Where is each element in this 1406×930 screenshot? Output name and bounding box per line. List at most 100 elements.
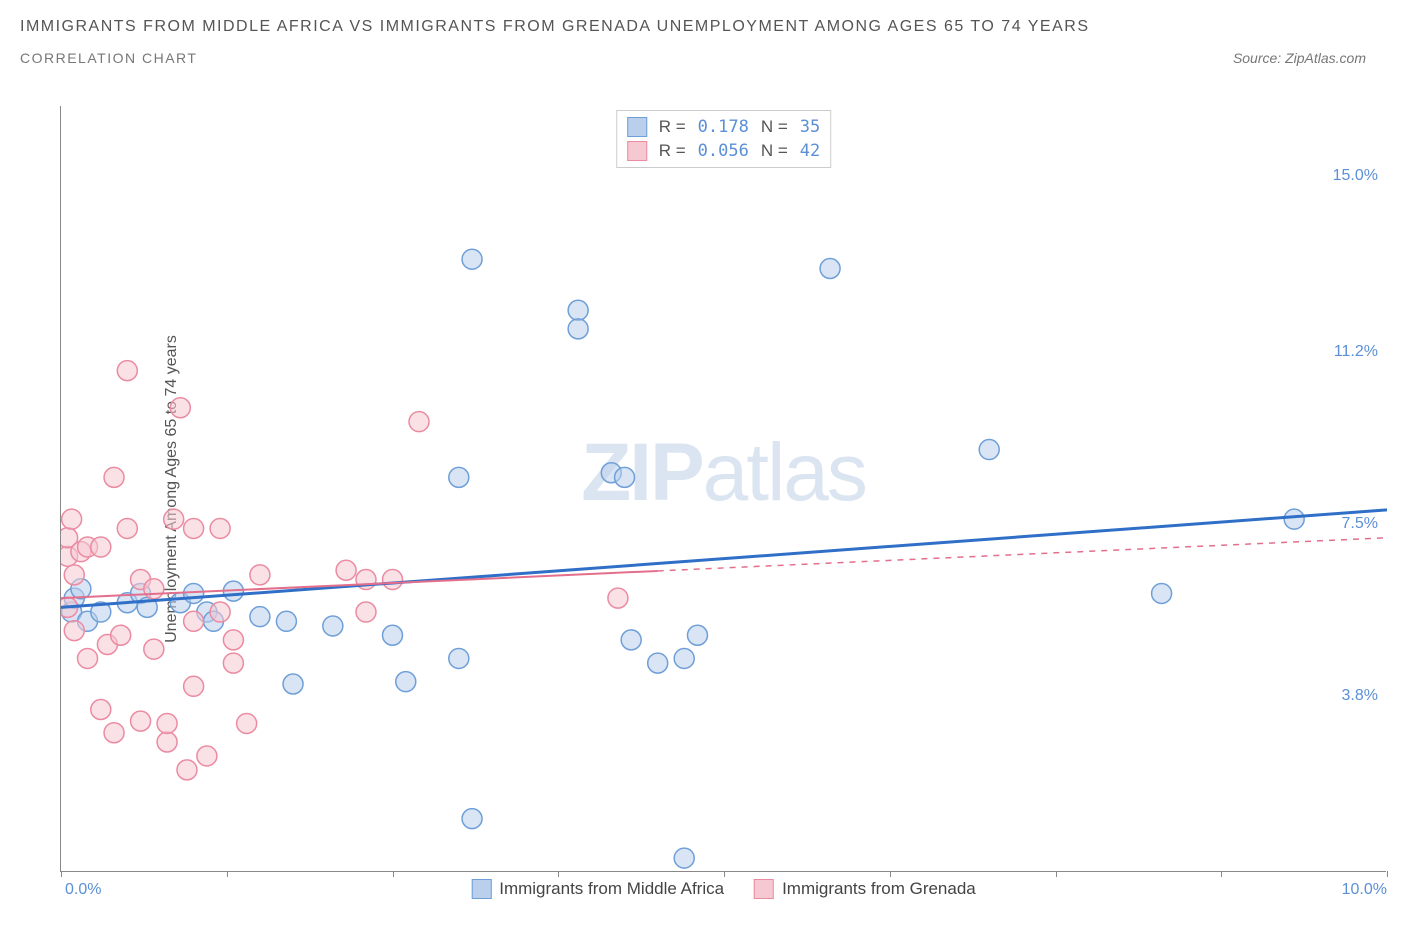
data-point [184, 676, 204, 696]
x-tick [724, 871, 725, 877]
data-point [323, 616, 343, 636]
y-tick-label: 15.0% [1333, 167, 1378, 185]
x-tick-label: 10.0% [1342, 881, 1387, 899]
data-point [184, 583, 204, 603]
n-label: N = [761, 117, 788, 137]
data-point [64, 565, 84, 585]
source-name: ZipAtlas.com [1285, 50, 1366, 66]
data-point [383, 625, 403, 645]
data-point [144, 579, 164, 599]
x-tick [558, 871, 559, 877]
chart-container: Unemployment Among Ages 65 to 74 years Z… [60, 106, 1386, 872]
data-point [283, 674, 303, 694]
data-point [276, 611, 296, 631]
x-tick [61, 871, 62, 877]
x-tick [227, 871, 228, 877]
chart-subtitle: CORRELATION CHART [20, 50, 197, 66]
data-point [449, 467, 469, 487]
trend-line [61, 510, 1387, 607]
data-point [164, 509, 184, 529]
legend-swatch [627, 117, 647, 137]
r-value: 0.178 [698, 117, 749, 137]
chart-title: IMMIGRANTS FROM MIDDLE AFRICA VS IMMIGRA… [20, 18, 1386, 36]
data-point [568, 300, 588, 320]
data-point [177, 760, 197, 780]
data-point [157, 732, 177, 752]
data-point [820, 258, 840, 278]
r-label: R = [659, 117, 686, 137]
legend-row: R = 0.178 N = 35 [627, 115, 821, 139]
n-value: 35 [800, 117, 820, 137]
data-point [615, 467, 635, 487]
data-point [1152, 583, 1172, 603]
data-point [568, 319, 588, 339]
data-point [674, 848, 694, 868]
x-tick [1056, 871, 1057, 877]
data-point [104, 723, 124, 743]
subtitle-row: CORRELATION CHART Source: ZipAtlas.com [20, 50, 1386, 66]
data-point [64, 621, 84, 641]
data-point [648, 653, 668, 673]
r-value: 0.056 [698, 141, 749, 161]
data-point [117, 518, 137, 538]
x-tick [1387, 871, 1388, 877]
legend-row: R = 0.056 N = 42 [627, 139, 821, 163]
data-point [131, 711, 151, 731]
header: IMMIGRANTS FROM MIDDLE AFRICA VS IMMIGRA… [0, 0, 1406, 66]
legend-item: Immigrants from Middle Africa [471, 879, 724, 899]
data-point [396, 672, 416, 692]
data-point [170, 398, 190, 418]
data-point [91, 537, 111, 557]
data-point [184, 611, 204, 631]
data-point [621, 630, 641, 650]
correlation-legend: R = 0.178 N = 35 R = 0.056 N = 42 [616, 110, 832, 168]
y-tick-label: 11.2% [1334, 343, 1378, 361]
x-tick [1221, 871, 1222, 877]
data-point [117, 361, 137, 381]
legend-item: Immigrants from Grenada [754, 879, 976, 899]
data-point [91, 700, 111, 720]
data-point [356, 602, 376, 622]
data-point [78, 648, 98, 668]
data-point [462, 249, 482, 269]
data-point [250, 565, 270, 585]
data-point [104, 467, 124, 487]
data-point [223, 630, 243, 650]
data-point [62, 509, 82, 529]
data-point [383, 570, 403, 590]
n-label: N = [761, 141, 788, 161]
data-point [184, 518, 204, 538]
data-point [250, 607, 270, 627]
legend-swatch [754, 879, 774, 899]
r-label: R = [659, 141, 686, 161]
data-point [608, 588, 628, 608]
data-point [336, 560, 356, 580]
data-point [449, 648, 469, 668]
y-tick-label: 3.8% [1342, 687, 1378, 705]
data-point [157, 713, 177, 733]
x-tick [393, 871, 394, 877]
data-point [979, 440, 999, 460]
data-point [210, 602, 230, 622]
data-point [197, 746, 217, 766]
plot-area: ZIPatlas R = 0.178 N = 35 R = 0.056 N = … [60, 106, 1386, 872]
data-point [237, 713, 257, 733]
data-point [223, 653, 243, 673]
legend-label: Immigrants from Middle Africa [499, 879, 724, 899]
x-tick-label: 0.0% [65, 881, 101, 899]
legend-swatch [627, 141, 647, 161]
source-attribution: Source: ZipAtlas.com [1233, 50, 1386, 66]
y-tick-label: 7.5% [1342, 515, 1378, 533]
data-point [210, 518, 230, 538]
legend-label: Immigrants from Grenada [782, 879, 976, 899]
data-point [674, 648, 694, 668]
data-point [687, 625, 707, 645]
data-point [409, 412, 429, 432]
data-point [144, 639, 164, 659]
scatter-plot-svg [61, 106, 1387, 872]
data-point [111, 625, 131, 645]
n-value: 42 [800, 141, 820, 161]
x-tick [890, 871, 891, 877]
legend-swatch [471, 879, 491, 899]
source-label: Source: [1233, 50, 1281, 66]
